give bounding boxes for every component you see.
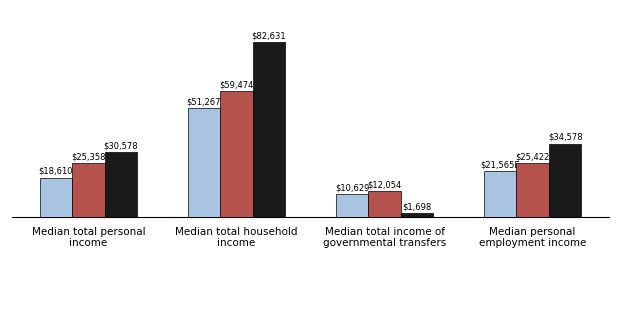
Text: $25,422: $25,422 xyxy=(515,153,550,162)
Bar xyxy=(368,192,401,217)
Bar xyxy=(336,194,368,217)
Text: $82,631: $82,631 xyxy=(252,31,286,40)
Bar xyxy=(549,144,581,217)
Text: $51,267: $51,267 xyxy=(187,98,221,107)
Text: $25,358: $25,358 xyxy=(71,153,106,162)
Text: $12,054: $12,054 xyxy=(368,181,402,190)
Text: $30,578: $30,578 xyxy=(104,141,138,150)
Bar xyxy=(188,108,220,217)
Bar xyxy=(401,213,433,217)
Text: $34,578: $34,578 xyxy=(548,133,582,142)
Bar xyxy=(253,42,285,217)
Bar xyxy=(40,178,72,217)
Bar xyxy=(220,91,253,217)
Text: $21,565E: $21,565E xyxy=(480,161,520,170)
Bar xyxy=(105,152,137,217)
Text: $10,629: $10,629 xyxy=(335,184,369,193)
Text: $1,698: $1,698 xyxy=(402,203,432,212)
Bar xyxy=(516,163,549,217)
Bar xyxy=(72,163,105,217)
Bar xyxy=(484,171,516,217)
Text: $59,474: $59,474 xyxy=(219,80,253,89)
Text: $18,610: $18,610 xyxy=(39,167,73,176)
